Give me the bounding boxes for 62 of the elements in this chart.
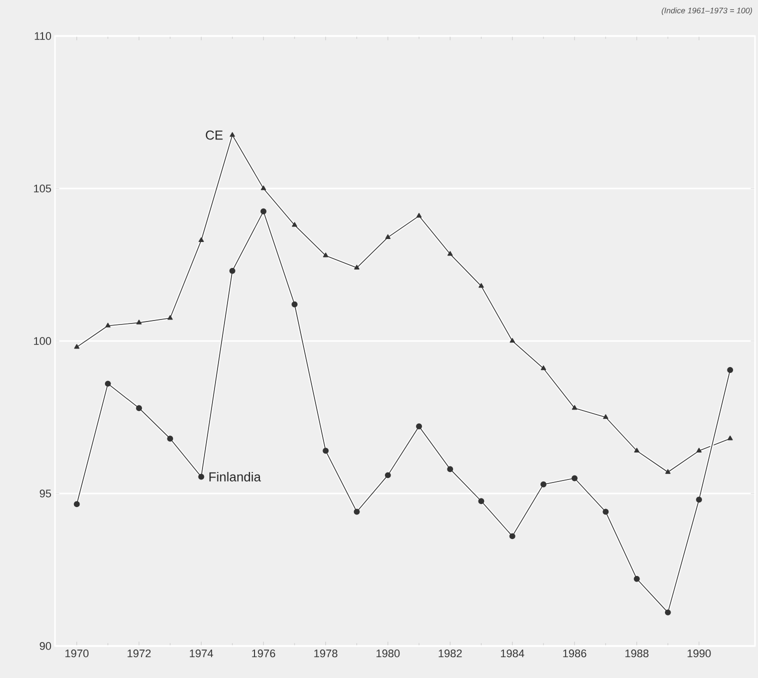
point	[572, 475, 578, 482]
point	[727, 366, 734, 373]
point	[104, 380, 111, 387]
x-tick-label: 1978	[314, 650, 338, 658]
point	[478, 498, 484, 504]
point	[603, 414, 608, 419]
x-tick-label: 1986	[563, 650, 586, 658]
x-tick-label: 1970	[65, 650, 89, 658]
point	[229, 268, 236, 274]
point	[74, 344, 80, 349]
point	[447, 251, 453, 256]
y-tick-label: 90	[40, 642, 52, 650]
point	[323, 252, 328, 258]
annotation: Finlandia	[209, 472, 261, 482]
point	[696, 496, 702, 503]
point	[198, 237, 204, 242]
point	[665, 469, 671, 474]
y-tick-label: 95	[40, 490, 52, 498]
point	[292, 301, 298, 308]
point	[260, 208, 266, 214]
point	[385, 234, 391, 239]
point	[540, 365, 546, 370]
y-tick-label: 105	[34, 184, 52, 192]
point	[354, 508, 360, 515]
point	[74, 501, 80, 508]
x-tick-label: 1972	[128, 650, 151, 658]
point	[136, 405, 142, 412]
x-tick-label: 1984	[500, 650, 524, 658]
y-tick-label: 100	[34, 337, 52, 345]
point	[167, 436, 174, 442]
point	[230, 132, 235, 137]
point	[136, 320, 142, 324]
point	[510, 338, 515, 343]
point	[322, 448, 329, 454]
point	[572, 405, 578, 410]
point	[664, 609, 671, 616]
point	[198, 474, 204, 480]
point	[416, 212, 422, 218]
point	[634, 448, 640, 452]
y-tick-label: 110	[34, 32, 52, 40]
x-tick-label: 1988	[625, 650, 648, 658]
point	[540, 481, 546, 488]
point	[167, 315, 173, 320]
point	[509, 533, 516, 540]
point	[634, 576, 640, 582]
point	[447, 466, 454, 472]
point	[292, 222, 298, 227]
x-tick-label: 1974	[190, 650, 214, 658]
annotation: CE	[206, 130, 223, 140]
point	[260, 185, 266, 190]
point	[478, 283, 484, 288]
x-tick-label: 1982	[438, 650, 462, 658]
point	[727, 436, 733, 440]
point	[354, 264, 360, 270]
x-tick-label: 1980	[376, 650, 400, 658]
x-tick-label: 1976	[252, 650, 276, 658]
point	[602, 508, 609, 515]
point	[416, 423, 422, 430]
point	[696, 448, 702, 452]
point	[105, 322, 111, 328]
x-tick-label: 1990	[688, 650, 711, 658]
point	[384, 472, 391, 478]
